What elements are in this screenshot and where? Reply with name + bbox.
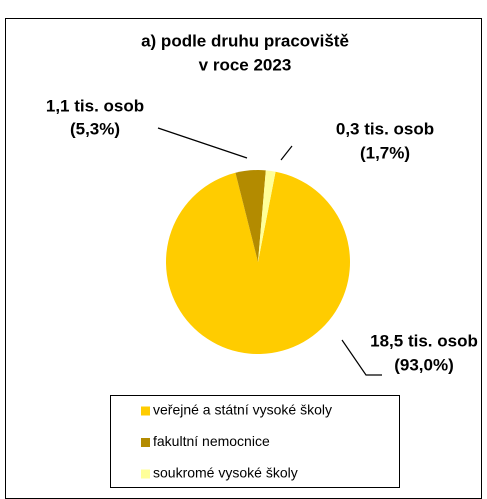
pie-slice [258, 170, 276, 262]
legend-label: soukromé vysoké školy [153, 465, 298, 481]
legend-label: veřejné a státní vysoké školy [153, 402, 332, 418]
data-label: 18,5 tis. osob [370, 331, 478, 350]
chart-title: a) podle druhu pracoviště [141, 31, 349, 50]
data-label: 1,1 tis. osob [46, 96, 144, 115]
pie-slice [166, 171, 351, 355]
data-label: (5,3%) [70, 119, 120, 138]
chart-title: v roce 2023 [199, 55, 292, 74]
pie-slice [235, 170, 266, 262]
data-label: 0,3 tis. osob [336, 119, 434, 138]
leader-line [157, 127, 248, 159]
legend-swatch [141, 438, 150, 447]
legend-label: fakultní nemocnice [153, 433, 270, 449]
leader-line [280, 145, 293, 161]
leader-line [341, 339, 382, 376]
legend-swatch [141, 469, 150, 479]
legend-box [110, 395, 400, 488]
data-label: (93,0%) [394, 355, 454, 374]
data-label: (1,7%) [360, 143, 410, 162]
legend-swatch [141, 406, 150, 416]
